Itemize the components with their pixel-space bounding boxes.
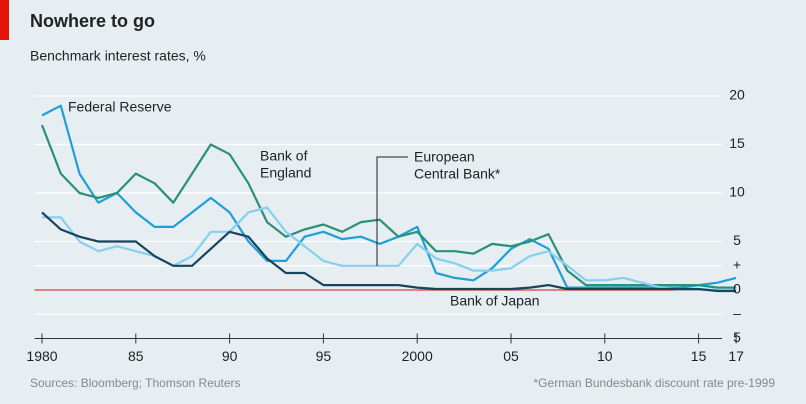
labels: 5 – 0 +5 10 15 20 1980 85 90 95 2000 05 10 15 17 Federal…	[26, 87, 745, 365]
series-label: Federal Reserve	[68, 99, 172, 115]
series-label: Central Bank*	[414, 166, 501, 182]
series-label: Bank of Japan	[450, 293, 540, 309]
series-label: Bank of	[260, 148, 308, 164]
x-tick-label: 17	[728, 348, 744, 364]
series-line	[40, 124, 737, 289]
x-tick-label: 1980	[26, 348, 57, 364]
annotation-pointer	[376, 156, 408, 266]
series-line	[41, 104, 737, 289]
series-line	[41, 211, 737, 293]
series-label: England	[260, 165, 311, 181]
y-tick-label: 15	[729, 135, 745, 151]
chart-title: Nowhere to go	[30, 11, 155, 31]
grid	[34, 95, 737, 344]
x-tick-label: 15	[691, 348, 707, 364]
x-tick-label: 85	[128, 348, 144, 364]
x-tick-label: 90	[222, 348, 238, 364]
series-label: European	[414, 149, 475, 165]
y-tick-label: 5	[733, 232, 741, 248]
y-tick-label: 5	[733, 329, 741, 345]
y-tick-label: –	[733, 305, 741, 321]
y-tick-label: 10	[729, 184, 745, 200]
x-tick-label: 10	[597, 348, 613, 364]
y-tick-label: 0	[733, 281, 741, 297]
footnote: *German Bundesbank discount rate pre-199…	[534, 376, 776, 390]
x-tick-label: 95	[316, 348, 332, 364]
y-tick-label: +	[733, 256, 741, 272]
brand-mark	[0, 0, 9, 40]
x-tick-label: 2000	[402, 348, 433, 364]
chart-subtitle: Benchmark interest rates, %	[30, 48, 206, 64]
y-tick-label: 20	[729, 87, 745, 103]
source: Sources: Bloomberg; Thomson Reuters	[30, 376, 241, 390]
lines	[40, 104, 737, 293]
x-tick-label: 05	[503, 348, 519, 364]
